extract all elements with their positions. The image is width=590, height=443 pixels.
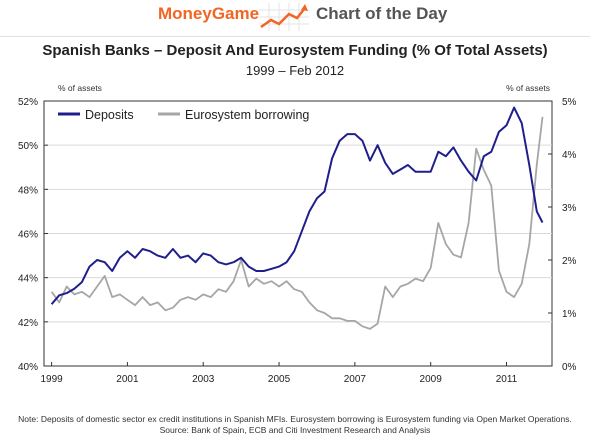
legend: Deposits Eurosystem borrowing [58, 108, 309, 122]
left-axis-unit: % of assets [58, 83, 102, 93]
series-line-eurosystem [50, 116, 544, 330]
x-axis-tick-label: 1999 [40, 374, 63, 385]
chart-subtitle: 1999 – Feb 2012 [245, 63, 345, 78]
chart-title: Spanish Banks – Deposit And Eurosystem F… [42, 42, 548, 59]
x-axis-tick-label: 2009 [420, 374, 443, 385]
axis-ticks: 40% 42% 44% 46% 48% 50% 52% 0% 1% 2% 3% 4% 5% 1999 200… [18, 97, 577, 385]
left-axis-tick-label: 40% [18, 362, 38, 373]
right-axis-tick-label: 2% [562, 256, 577, 267]
left-axis-tick-label: 48% [18, 185, 38, 196]
x-axis-tick-label: 2011 [496, 374, 518, 385]
banner-label: Chart of the Day [316, 4, 448, 23]
right-axis-unit: % of assets [506, 83, 550, 93]
right-axis-tick-label: 3% [562, 203, 577, 214]
x-axis-tick-label: 2003 [192, 374, 215, 385]
banner: MoneyGame Chart of the Day [0, 0, 590, 37]
left-axis-tick-label: 50% [18, 141, 38, 152]
left-axis-tick-label: 44% [18, 274, 38, 285]
right-axis-tick-label: 5% [562, 97, 577, 108]
line-chart: 40% 42% 44% 46% 48% 50% 52% 0% 1% 2% 3% 4% 5% 1999 200… [18, 83, 577, 385]
footnote: Note: Deposits of domestic sector ex cre… [0, 414, 590, 436]
left-axis-tick-label: 52% [18, 97, 38, 108]
legend-label-deposits: Deposits [85, 108, 134, 122]
brand-name[interactable]: MoneyGame [158, 4, 260, 23]
left-axis-tick-label: 42% [18, 318, 38, 329]
x-axis-tick-label: 2007 [344, 374, 367, 385]
footnote-note: Note: Deposits of domestic sector ex cre… [18, 414, 572, 424]
series-line-deposits [50, 106, 544, 305]
x-axis-tick-label: 2001 [116, 374, 139, 385]
left-axis-tick-label: 46% [18, 230, 38, 241]
right-axis-tick-label: 0% [562, 362, 577, 373]
legend-label-eurosystem: Eurosystem borrowing [185, 108, 309, 122]
footnote-source: Source: Bank of Spain, ECB and Citi Inve… [159, 425, 431, 435]
right-axis-tick-label: 1% [562, 309, 577, 320]
grid [44, 144, 552, 323]
right-axis-tick-label: 4% [562, 150, 577, 161]
x-axis-tick-label: 2005 [268, 374, 291, 385]
series-layer [50, 106, 544, 330]
rising-chart-icon [259, 3, 309, 31]
